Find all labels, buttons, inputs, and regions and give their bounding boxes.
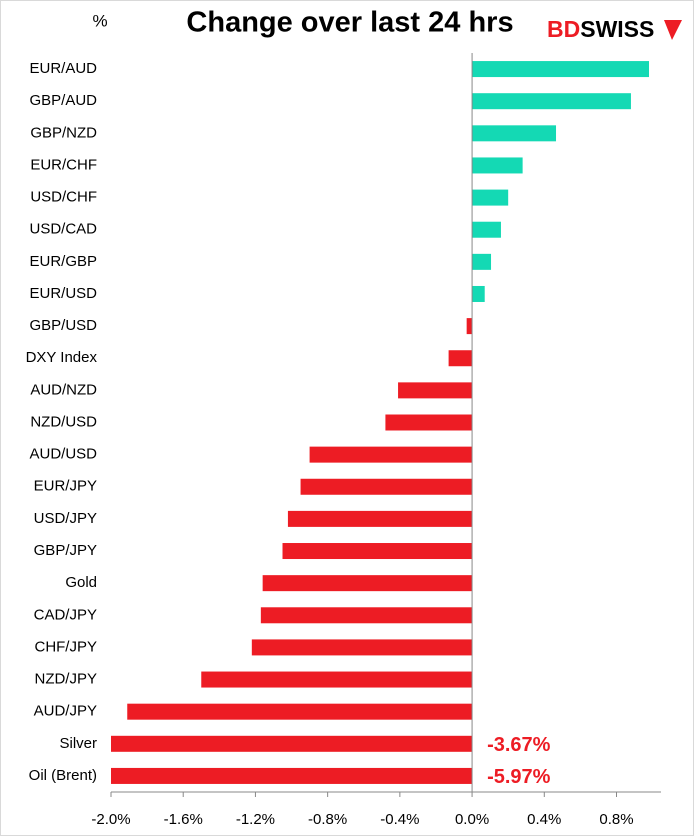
y-tick-label: GBP/AUD bbox=[29, 92, 97, 109]
logo-part: SWISS bbox=[580, 16, 654, 42]
y-tick-label: EUR/CHF bbox=[30, 156, 97, 173]
y-tick-label: EUR/AUD bbox=[29, 60, 97, 77]
chart-title: Change over last 24 hrs bbox=[186, 7, 513, 39]
y-tick-label: EUR/GBP bbox=[29, 253, 97, 270]
bar bbox=[262, 575, 473, 592]
y-tick-label: GBP/USD bbox=[29, 317, 97, 334]
x-tick-label: -1.2% bbox=[236, 811, 275, 828]
logo: BDSWISS bbox=[547, 16, 654, 42]
bar bbox=[472, 157, 523, 174]
bar bbox=[472, 125, 557, 142]
bar bbox=[127, 703, 473, 720]
y-tick-label: DXY Index bbox=[26, 349, 98, 366]
x-tick-label: 0.4% bbox=[527, 811, 561, 828]
bar bbox=[398, 382, 473, 399]
bar bbox=[260, 607, 473, 624]
x-tick-label: -0.4% bbox=[380, 811, 419, 828]
bar bbox=[287, 510, 473, 527]
plot-area bbox=[111, 61, 649, 784]
logo-part: BD bbox=[547, 16, 580, 42]
bar bbox=[282, 543, 473, 560]
bar bbox=[472, 189, 509, 206]
bar bbox=[448, 350, 473, 367]
value-label: -5.97% bbox=[487, 766, 551, 788]
bar bbox=[309, 446, 473, 463]
bar bbox=[201, 671, 473, 688]
y-tick-label: NZD/USD bbox=[30, 413, 97, 430]
bar bbox=[472, 61, 649, 78]
x-tick-label: 0.0% bbox=[455, 811, 489, 828]
y-tick-label: CAD/JPY bbox=[34, 606, 97, 623]
y-axis-label: % bbox=[92, 11, 107, 30]
y-tick-label: Silver bbox=[59, 735, 97, 752]
x-tick-label: -0.8% bbox=[308, 811, 347, 828]
y-tick-label: AUD/USD bbox=[29, 446, 97, 463]
bar bbox=[472, 93, 631, 110]
x-tick-label: 0.8% bbox=[599, 811, 633, 828]
x-tick-label: -2.0% bbox=[91, 811, 130, 828]
y-tick-label: Oil (Brent) bbox=[29, 767, 97, 784]
y-tick-label: EUR/USD bbox=[29, 285, 97, 302]
bar bbox=[385, 414, 473, 431]
y-tick-label: AUD/NZD bbox=[30, 381, 97, 398]
y-tick-label: AUD/JPY bbox=[34, 703, 97, 720]
y-tick-label: Gold bbox=[65, 574, 97, 591]
bar bbox=[251, 639, 473, 656]
y-tick-label: USD/CHF bbox=[30, 189, 97, 206]
bar bbox=[472, 285, 485, 302]
bar bbox=[111, 767, 473, 784]
y-tick-label: NZD/JPY bbox=[34, 671, 97, 688]
x-tick-label: -1.6% bbox=[164, 811, 203, 828]
bar bbox=[472, 253, 492, 270]
bar bbox=[472, 221, 501, 238]
y-tick-label: CHF/JPY bbox=[34, 638, 97, 655]
y-tick-label: USD/CAD bbox=[29, 221, 97, 238]
bar bbox=[300, 478, 473, 495]
bar bbox=[466, 318, 473, 335]
y-tick-label: EUR/JPY bbox=[34, 478, 97, 495]
y-tick-label: GBP/NZD bbox=[30, 124, 97, 141]
y-tick-label: GBP/JPY bbox=[34, 542, 97, 559]
logo-icon bbox=[664, 20, 682, 40]
value-label: -3.67% bbox=[487, 734, 551, 756]
y-tick-label: USD/JPY bbox=[34, 510, 97, 527]
bar bbox=[111, 735, 473, 752]
